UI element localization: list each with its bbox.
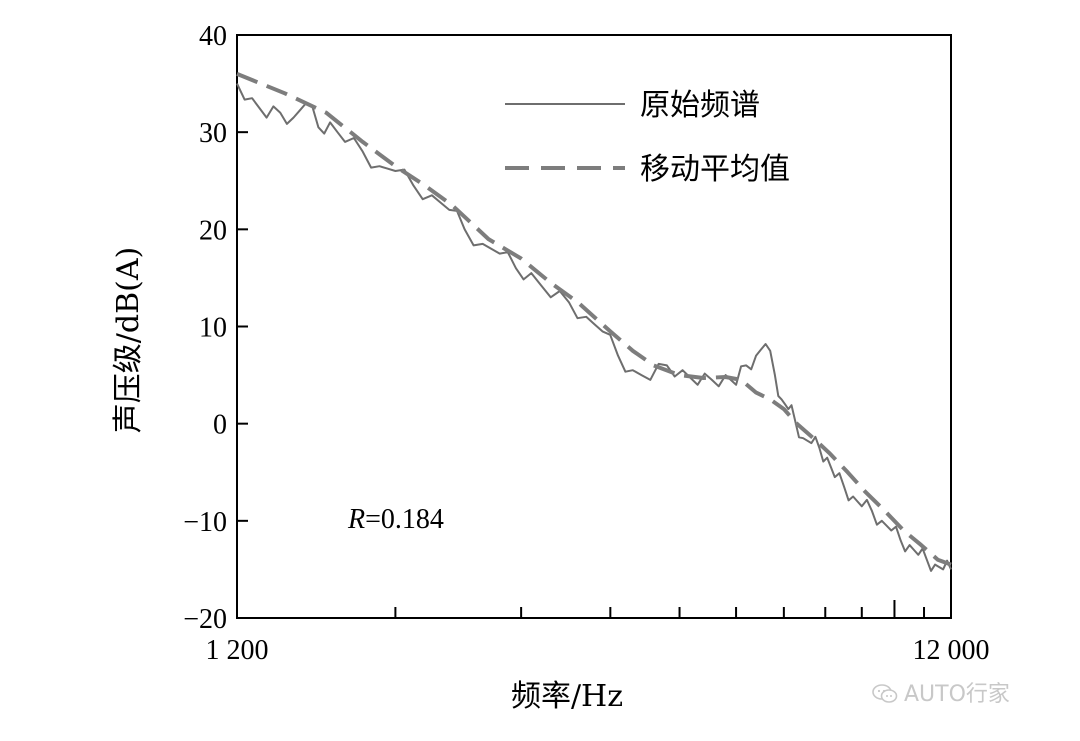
y-tick-label: 20	[199, 215, 227, 246]
y-tick-label: −10	[183, 507, 227, 538]
y-tick-label: −20	[183, 604, 227, 635]
annotation-rest: =0.184	[365, 504, 444, 535]
series-layer	[236, 72, 952, 572]
x-axis: 1 200 12 000	[206, 600, 990, 666]
x-axis-title: 频率/Hz	[511, 679, 623, 714]
wechat-icon	[872, 684, 898, 703]
legend-label: 原始频谱	[640, 88, 760, 123]
y-axis-title: 声压级/dB(A)	[111, 247, 146, 433]
x-tick-label: 12 000	[913, 635, 990, 666]
y-tick-label: 40	[199, 21, 227, 52]
annotation: R=0.184	[347, 504, 444, 535]
watermark: AUTO行家	[872, 676, 1010, 708]
y-axis: 40 30 20 10 0 −10 −20	[183, 21, 248, 635]
moving-average-line	[236, 72, 952, 567]
annotation-italic: R	[347, 504, 365, 535]
plot-area	[236, 34, 952, 619]
y-tick-label: 10	[199, 313, 227, 344]
y-tick-label: 0	[213, 410, 227, 441]
raw-spectrum-line	[236, 83, 952, 572]
x-tick-label: 1 200	[206, 635, 269, 666]
y-tick-label: 30	[199, 118, 227, 149]
watermark-text: AUTO行家	[904, 682, 1010, 707]
legend-label: 移动平均值	[640, 152, 790, 187]
plot-frame	[236, 34, 952, 619]
